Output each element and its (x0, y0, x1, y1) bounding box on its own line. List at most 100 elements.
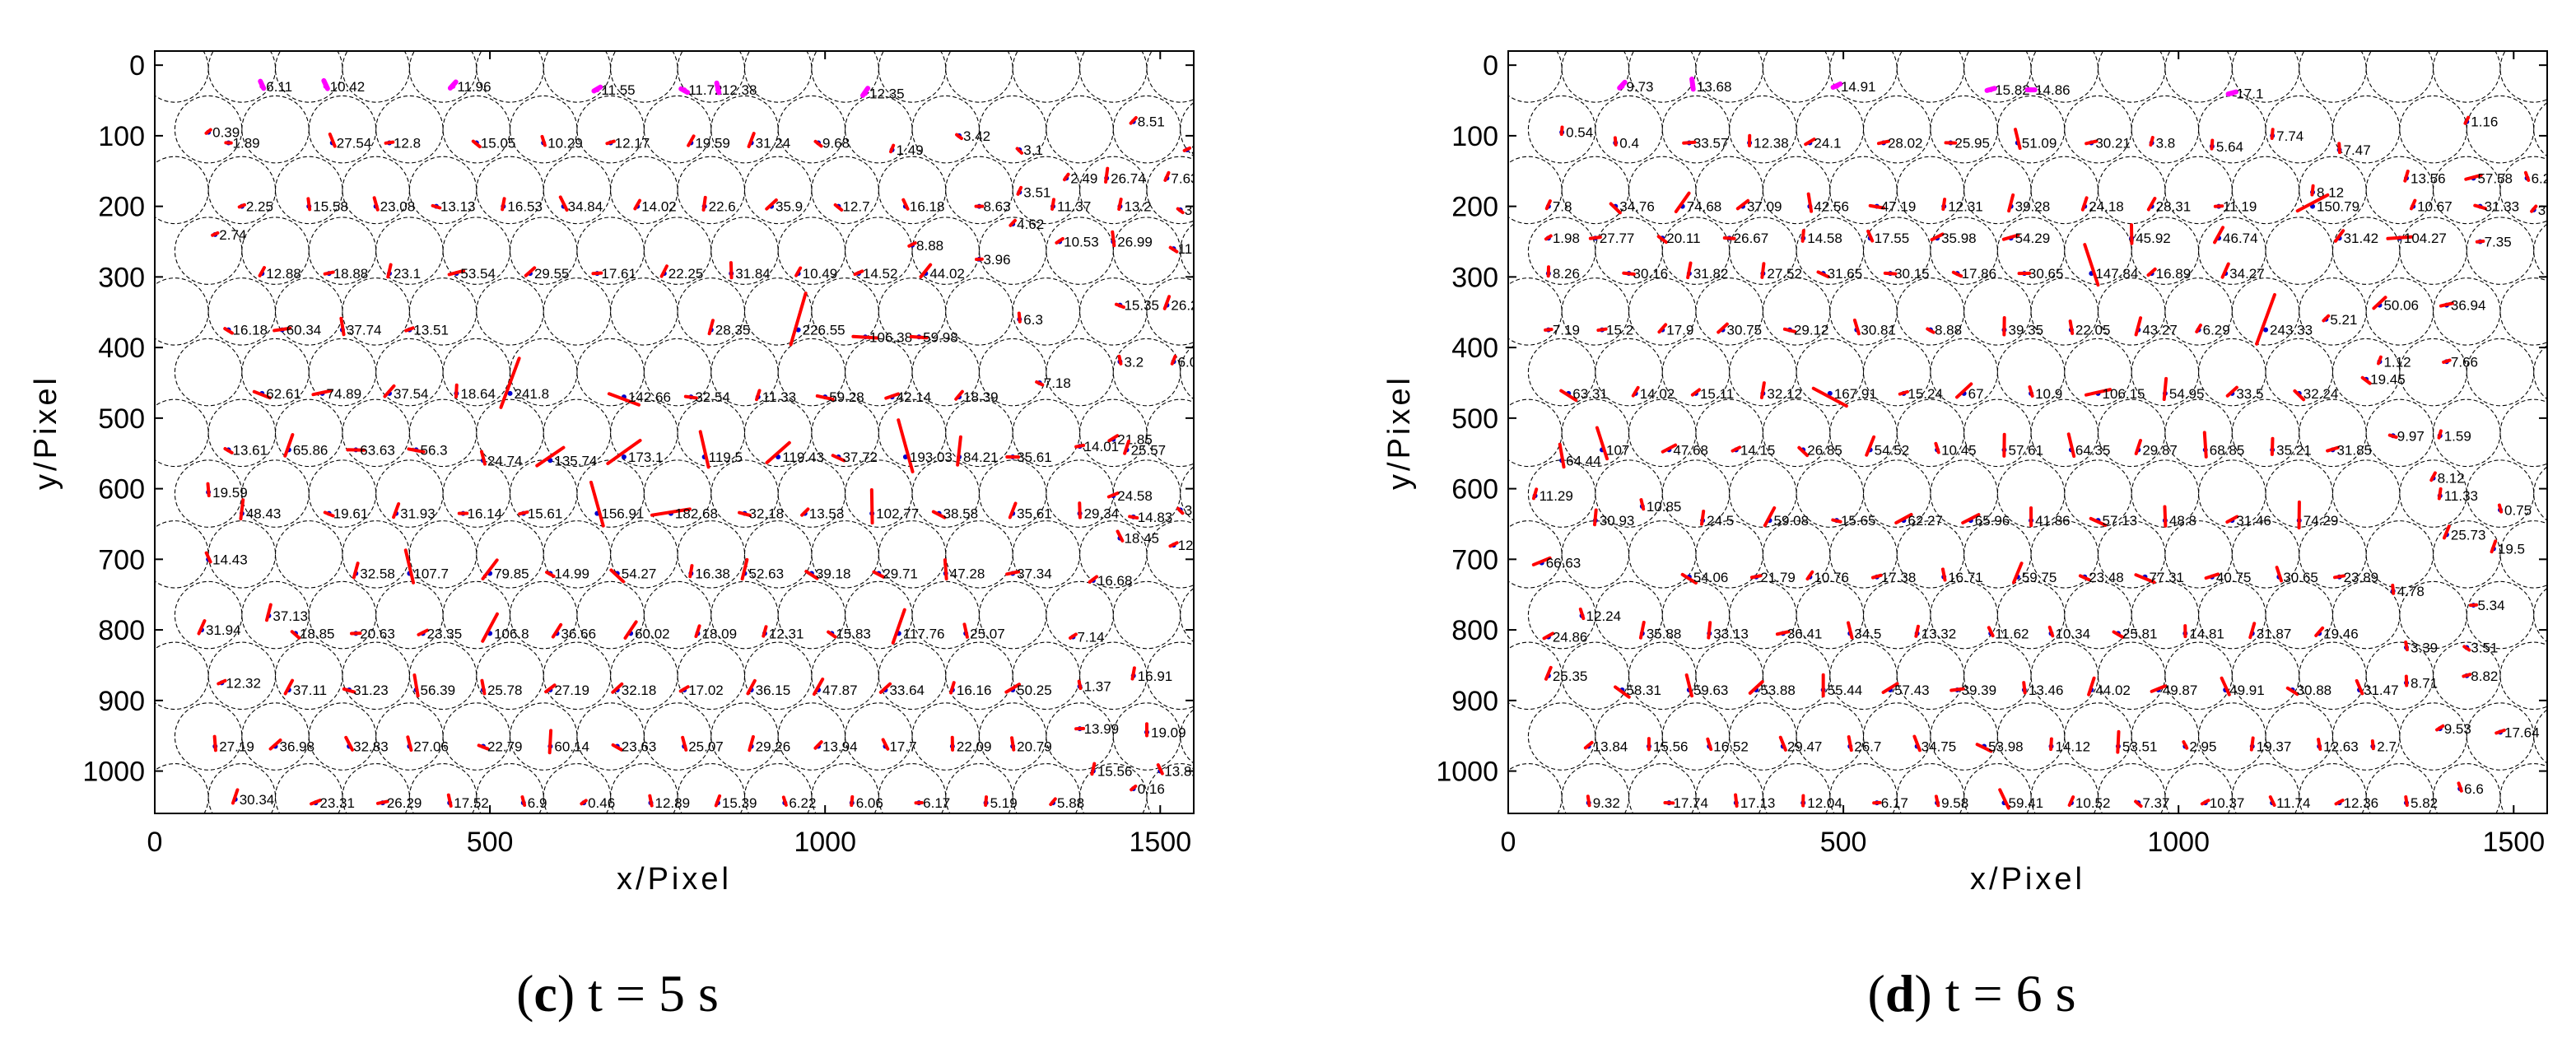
speed-label: 57.58 (2477, 170, 2513, 186)
velocity-vector (891, 608, 906, 645)
velocity-vector (1128, 515, 1139, 520)
speed-label: 18.64 (460, 386, 496, 402)
speed-label: 8.88 (916, 238, 943, 254)
particle-circle (1046, 580, 1114, 650)
particle-circle (408, 277, 477, 346)
velocity-vector (650, 507, 692, 517)
velocity-vector (1749, 574, 1763, 580)
particle-circle (2231, 277, 2300, 346)
velocity-vector (2387, 433, 2398, 440)
particle-circle (1628, 763, 1697, 813)
velocity-vector (1868, 203, 1885, 210)
particle-circle (2331, 459, 2401, 528)
particle-circle (1527, 338, 1596, 407)
speed-label: 106.8 (494, 626, 529, 641)
speed-label: 17.86 (1962, 266, 1997, 282)
velocity-vector (197, 619, 207, 636)
particle-circle (207, 398, 277, 468)
velocity-vector (1775, 630, 1791, 636)
particle-circle (1862, 459, 1931, 528)
speed-label: 11.81 (1178, 241, 1212, 257)
velocity-vector (2067, 795, 2075, 807)
speed-label: 25.35 (1553, 669, 1588, 684)
velocity-vector (2049, 737, 2053, 752)
speed-label: 74.68 (1687, 199, 1722, 215)
y-tick-label: 800 (98, 615, 145, 646)
velocity-vector (1805, 570, 1814, 581)
speed-label: 8.71 (2411, 675, 2438, 691)
velocity-vector (2497, 503, 2504, 514)
particle-circle (677, 520, 746, 589)
particle-circle (2231, 520, 2300, 589)
particle-circle (543, 641, 612, 711)
particle-circle (978, 95, 1047, 164)
velocity-vector (321, 77, 330, 91)
particle-circle (408, 51, 477, 103)
velocity-vector (1686, 261, 1693, 280)
particle-circle (2030, 520, 2099, 589)
particle-circle (543, 763, 612, 813)
velocity-vector (447, 79, 459, 91)
particle-circle (2030, 641, 2099, 711)
velocity-vector (2530, 204, 2538, 213)
speed-label: 23.08 (380, 199, 416, 215)
speed-label: 8.12 (2438, 471, 2465, 487)
velocity-vector (406, 735, 413, 752)
speed-label: 64.44 (1566, 453, 1601, 468)
speed-label: 9.53 (2444, 721, 2471, 737)
x-axis-label: x/Pixel (617, 862, 732, 897)
velocity-vector (310, 799, 322, 806)
velocity-vector (1816, 270, 1830, 279)
velocity-vector (1866, 229, 1875, 243)
velocity-vector (2089, 516, 2108, 527)
speed-label: 12.89 (655, 795, 691, 811)
speed-label: 12.32 (226, 675, 261, 691)
y-tick-label: 200 (98, 192, 145, 223)
speed-label: 7.14 (1077, 630, 1104, 645)
velocity-vector (2078, 574, 2091, 582)
particle-circle (878, 520, 947, 589)
velocity-vector (1544, 665, 1553, 681)
particle-circle (155, 51, 209, 103)
particle-circle (710, 459, 779, 528)
speed-label: 38.58 (943, 506, 979, 522)
particle-circle (945, 51, 1013, 103)
particle-circle (610, 277, 678, 346)
speed-label: 35.88 (1647, 626, 1682, 641)
speed-label: 16.89 (2156, 266, 2192, 282)
particle-circle (275, 51, 343, 103)
velocity-vector (1940, 567, 1947, 582)
velocity-vector (633, 198, 642, 211)
particle-circle (2499, 398, 2547, 468)
velocity-vector (2285, 686, 2299, 697)
y-tick-label: 1000 (82, 757, 145, 788)
speed-label: 11.55 (601, 82, 635, 98)
speed-label: 10.45 (1941, 442, 1977, 458)
velocity-vector (1182, 146, 1192, 152)
velocity-vector (2146, 197, 2157, 212)
velocity-vector (2326, 445, 2340, 453)
particle-circle (1527, 95, 1596, 164)
speed-label: 17.64 (2504, 725, 2540, 740)
velocity-vector (1168, 541, 1179, 548)
speed-label: 5.82 (2411, 795, 2438, 811)
speed-label: 32.83 (353, 739, 389, 755)
speed-label: 23.35 (427, 626, 463, 641)
velocity-vector (2083, 243, 2100, 287)
particle-circle (1896, 277, 1965, 346)
velocity-vector (2213, 226, 2225, 245)
velocity-vector (1074, 443, 1086, 449)
particle-circle (2466, 217, 2535, 285)
particle-circle (476, 277, 544, 346)
particle-circle (2499, 763, 2547, 813)
particle-circle (1762, 763, 1831, 813)
particle-circle (476, 51, 544, 103)
particle-circle (241, 459, 310, 528)
speed-label: 14.86 (2035, 82, 2071, 98)
velocity-vector (535, 445, 566, 468)
speed-label: 28.35 (715, 323, 751, 338)
speed-label: 32.12 (1767, 386, 1802, 402)
particle-circle (2164, 641, 2233, 711)
velocity-vector (1055, 236, 1064, 245)
velocity-vector (781, 795, 788, 807)
